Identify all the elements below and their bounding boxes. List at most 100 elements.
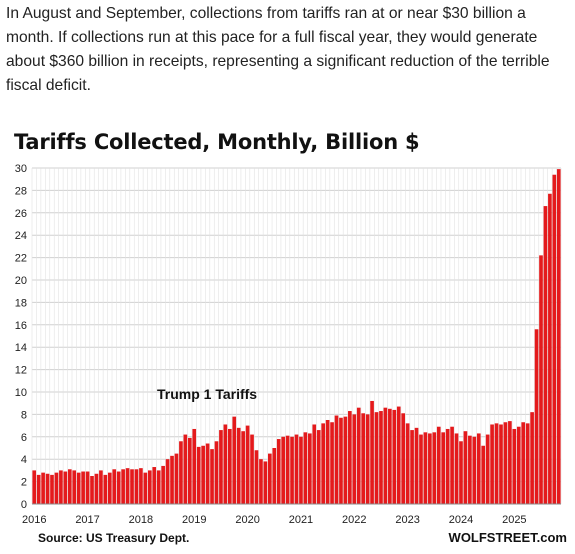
x-tick-label: 2017 [75, 514, 99, 526]
bar [468, 435, 472, 504]
bar [294, 434, 299, 504]
bar [156, 470, 161, 504]
bar [512, 428, 517, 504]
bar [490, 424, 494, 504]
bar [268, 453, 272, 504]
bar [116, 471, 121, 504]
bar [76, 472, 81, 504]
y-tick-label: 16 [15, 320, 27, 332]
bar [290, 436, 294, 504]
x-tick-label: 2016 [22, 514, 46, 526]
bar [503, 422, 508, 504]
bar [316, 430, 321, 504]
bar [414, 427, 419, 504]
bar [63, 471, 68, 504]
bar [134, 469, 139, 504]
bar [174, 453, 179, 504]
bar [183, 434, 188, 504]
bar [428, 433, 432, 504]
bar [223, 424, 228, 504]
x-tick-label: 2024 [449, 514, 473, 526]
x-tick-label: 2020 [235, 514, 259, 526]
bar [45, 473, 50, 504]
y-tick-label: 12 [15, 365, 27, 377]
chart-source: Source: US Treasury Dept. [38, 531, 190, 545]
y-tick-label: 28 [15, 185, 27, 197]
y-tick-label: 20 [15, 275, 27, 287]
bar [32, 470, 37, 504]
bar [210, 449, 214, 504]
bar [539, 255, 543, 504]
bar [250, 434, 254, 504]
bar [379, 411, 383, 504]
bar [485, 434, 490, 504]
x-tick-label: 2025 [502, 514, 526, 526]
bar [179, 441, 183, 504]
bar [441, 432, 446, 504]
bar [241, 431, 245, 504]
y-tick-label: 30 [15, 163, 27, 175]
bar [152, 467, 157, 504]
bar [232, 416, 237, 504]
y-tick-label: 26 [15, 208, 27, 220]
x-tick-label: 2019 [182, 514, 206, 526]
bar [383, 407, 388, 504]
bar [450, 426, 454, 504]
bar [259, 459, 263, 504]
bar [472, 436, 477, 504]
bar [72, 470, 77, 504]
bar [494, 423, 499, 504]
x-tick-label: 2023 [395, 514, 419, 526]
bar [90, 476, 94, 504]
bar [205, 443, 210, 504]
bar [543, 206, 548, 504]
bar [139, 468, 143, 504]
bar [476, 433, 481, 504]
bar [170, 455, 174, 504]
bar [99, 470, 103, 504]
bar [312, 424, 317, 504]
bar [196, 446, 201, 504]
y-tick-label: 8 [21, 409, 27, 421]
chart-title: Tariffs Collected, Monthly, Billion $ [14, 130, 420, 154]
bar [556, 169, 561, 504]
y-tick-label: 22 [15, 253, 27, 265]
bar [521, 422, 526, 504]
bar [272, 448, 277, 504]
y-tick-label: 18 [15, 297, 27, 309]
bar [356, 407, 361, 504]
bar [147, 470, 152, 504]
bar [276, 439, 281, 504]
y-tick-label: 4 [21, 454, 27, 466]
bar [352, 414, 357, 504]
chart-annotation: Trump 1 Tariffs [157, 386, 257, 402]
bar [525, 423, 530, 504]
bar [463, 431, 468, 504]
bar [454, 433, 459, 504]
bar [432, 432, 437, 504]
bar [530, 412, 534, 504]
bar [59, 470, 63, 504]
bar [125, 468, 130, 504]
bar [392, 409, 397, 504]
bar [219, 430, 223, 504]
bar [401, 413, 406, 504]
bar [112, 469, 117, 504]
y-tick-label: 14 [15, 342, 27, 354]
bar [254, 450, 259, 504]
bar [339, 417, 343, 504]
bar [36, 474, 41, 504]
bar [330, 422, 334, 504]
bar [94, 473, 99, 504]
bar [405, 423, 410, 504]
bar [370, 400, 374, 504]
bar [325, 420, 330, 504]
bar [121, 469, 125, 504]
bar [365, 414, 370, 504]
article-paragraph: In August and September, collections fro… [6, 5, 550, 94]
bar [201, 445, 205, 504]
bar [361, 413, 366, 504]
y-tick-label: 6 [21, 432, 27, 444]
bar [281, 436, 285, 504]
